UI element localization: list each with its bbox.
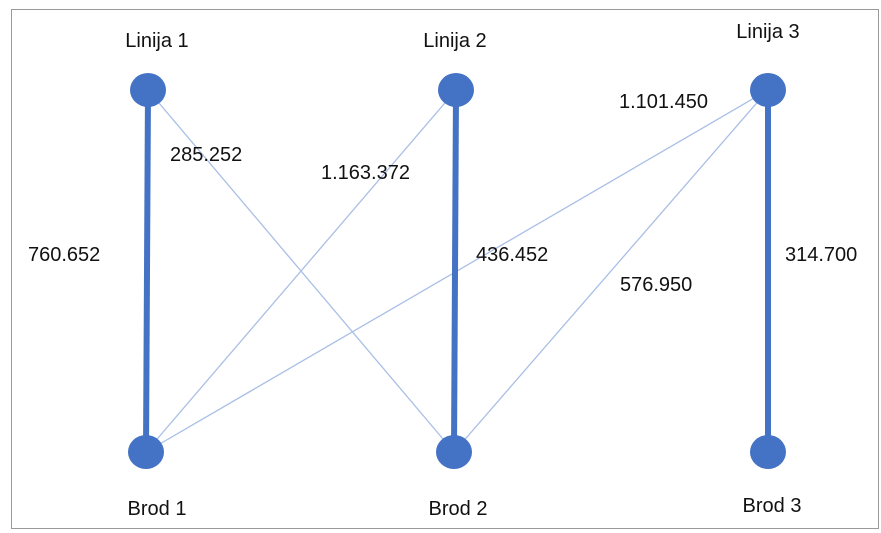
weight-linija3-brod3: 314.700 bbox=[785, 244, 857, 266]
node-brod-1 bbox=[128, 435, 164, 469]
edge-linija2-brod1 bbox=[145, 89, 457, 453]
weight-linija1-brod2: 285.252 bbox=[170, 144, 242, 166]
edge-linija1-brod1 bbox=[143, 89, 151, 453]
weight-linija3-brod2: 576.950 bbox=[620, 274, 692, 296]
diagram-frame bbox=[11, 9, 879, 529]
edge-linija3-brod2 bbox=[453, 89, 769, 453]
label-linija-3: Linija 3 bbox=[736, 21, 799, 43]
label-brod-2: Brod 2 bbox=[429, 498, 488, 520]
weight-linija1-brod1: 760.652 bbox=[28, 244, 100, 266]
label-linija-2: Linija 2 bbox=[423, 30, 486, 52]
label-linija-1: Linija 1 bbox=[125, 30, 188, 52]
node-linija-1 bbox=[130, 73, 166, 107]
node-linija-3 bbox=[750, 73, 786, 107]
node-brod-2 bbox=[436, 435, 472, 469]
label-brod-3: Brod 3 bbox=[743, 495, 802, 517]
node-brod-3 bbox=[750, 435, 786, 469]
node-linija-2 bbox=[438, 73, 474, 107]
edge-linija2-brod2 bbox=[451, 89, 459, 453]
weight-linija2-brod2: 436.452 bbox=[476, 244, 548, 266]
weight-linija2-brod1: 1.163.372 bbox=[321, 162, 410, 184]
label-brod-1: Brod 1 bbox=[128, 498, 187, 520]
weight-linija3-brod1: 1.101.450 bbox=[619, 91, 708, 113]
